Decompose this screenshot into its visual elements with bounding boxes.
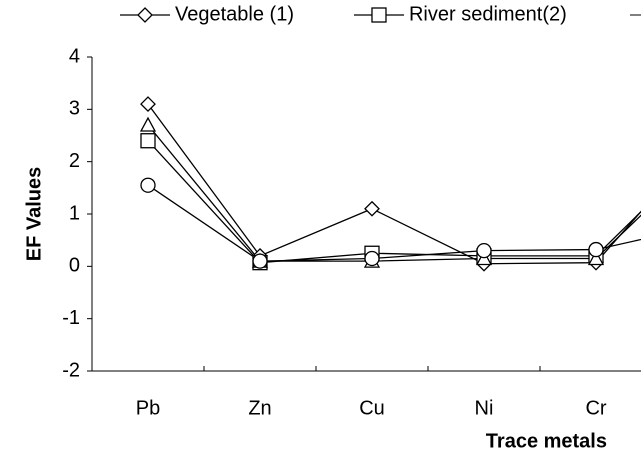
series-line (147, 140, 641, 264)
marker (364, 250, 380, 267)
x-tick-label: Zn (248, 397, 271, 419)
y-tick-label: 3 (69, 98, 80, 120)
legend-marker (371, 7, 387, 23)
x-tick-label: Pb (136, 397, 160, 419)
y-tick-label: -1 (62, 307, 80, 329)
marker (139, 116, 157, 132)
y-tick-label: 1 (69, 202, 80, 224)
y-tick-label: 2 (69, 150, 80, 172)
marker (587, 250, 605, 266)
y-tick-label: -2 (62, 359, 80, 381)
marker (252, 253, 268, 269)
x-axis-label: Trace metals (486, 430, 607, 452)
series-line (147, 124, 641, 262)
legend-label: River sediment(2) (409, 3, 567, 25)
marker (476, 242, 492, 259)
marker (588, 241, 604, 258)
marker (140, 133, 156, 149)
legend-label: Vegetable (1) (175, 3, 294, 25)
x-tick-label: Ni (475, 397, 494, 419)
y-axis-label: EF Values (23, 167, 45, 262)
y-tick-label: 0 (69, 255, 80, 277)
legend-marker (137, 7, 153, 23)
marker (140, 96, 156, 113)
marker (364, 200, 380, 217)
series-line (147, 184, 641, 262)
marker (140, 177, 156, 193)
x-tick-label: Cr (585, 397, 606, 419)
y-tick-label: 4 (69, 45, 80, 67)
x-tick-label: Cu (359, 397, 385, 419)
series-line (147, 103, 641, 265)
